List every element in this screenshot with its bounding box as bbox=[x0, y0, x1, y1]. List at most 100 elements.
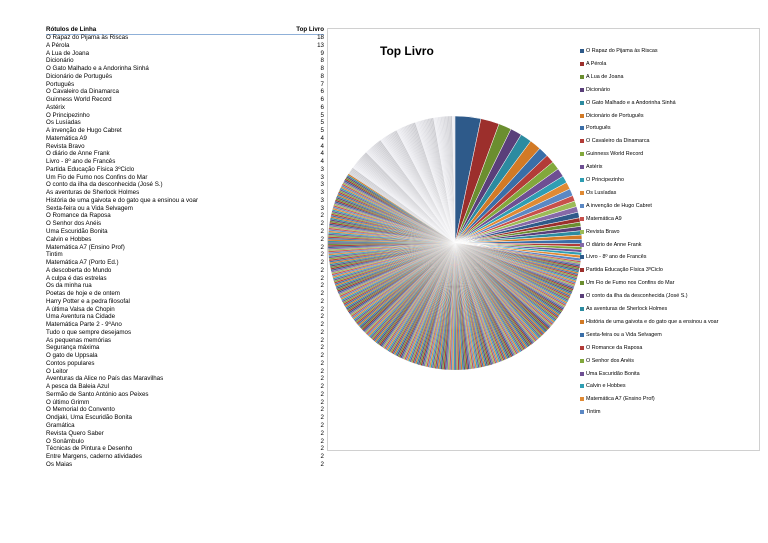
table-row: O conto da ilha da desconhecida (José S.… bbox=[46, 181, 324, 189]
row-label: O conto da ilha da desconhecida (José S.… bbox=[46, 181, 163, 189]
row-value: 2 bbox=[320, 406, 324, 414]
row-value: 2 bbox=[320, 453, 324, 461]
legend-swatch bbox=[580, 113, 584, 118]
table-row: A descoberta do Mundo 2 bbox=[46, 267, 324, 275]
row-value: 5 bbox=[320, 127, 324, 135]
row-value: 2 bbox=[320, 251, 324, 259]
row-label: Calvin e Hobbes bbox=[46, 235, 92, 243]
table-row: Os Maias 2 bbox=[46, 461, 324, 469]
row-value: 2 bbox=[320, 305, 324, 313]
legend-swatch bbox=[580, 229, 584, 234]
table-row: O Rapaz do Pijama às Riscas 18 bbox=[46, 34, 324, 42]
row-label: Entre Margens, caderno atividades bbox=[46, 453, 142, 461]
legend-swatch bbox=[580, 268, 584, 273]
table-row: Contos populares 2 bbox=[46, 360, 324, 368]
row-value: 3 bbox=[320, 189, 324, 197]
row-value: 4 bbox=[320, 134, 324, 142]
row-value: 6 bbox=[320, 96, 324, 104]
legend-swatch bbox=[580, 165, 584, 170]
row-label: A culpa é das estrelas bbox=[46, 274, 107, 282]
table-row: Os Lusíadas 5 bbox=[46, 119, 324, 127]
legend-swatch bbox=[580, 178, 584, 182]
table-row: Dicionário de Português 8 bbox=[46, 73, 324, 81]
row-value: 6 bbox=[320, 103, 324, 111]
row-label: O Romance da Raposa bbox=[46, 212, 111, 220]
legend-label: As aventuras de Sherlock Holmes bbox=[586, 306, 668, 312]
legend-label: O Principezinho bbox=[586, 177, 625, 183]
table-row: O Romance da Raposa 2 bbox=[46, 212, 324, 220]
row-value: 2 bbox=[320, 321, 324, 329]
row-value: 3 bbox=[320, 196, 324, 204]
row-value: 2 bbox=[320, 375, 324, 383]
row-label: Partida Educação Física 3ºCiclo bbox=[46, 165, 135, 173]
row-value: 3 bbox=[320, 173, 324, 181]
legend-label: A Pérola bbox=[586, 60, 607, 67]
row-label: Segurança máxima bbox=[46, 344, 100, 352]
table-row: Gramática 2 bbox=[46, 422, 324, 430]
legend-swatch bbox=[580, 139, 584, 144]
row-label: Dicionário bbox=[46, 57, 74, 65]
row-value: 4 bbox=[320, 142, 324, 150]
legend-swatch bbox=[580, 345, 584, 350]
row-label: O Cavaleiro da Dinamarca bbox=[46, 88, 119, 96]
legend-label: História de uma gaivota e do gato que a … bbox=[586, 318, 719, 325]
row-value: 2 bbox=[320, 422, 324, 429]
row-label: O último Grimm bbox=[46, 398, 90, 406]
table-row: Uma Escuridão Bonita 2 bbox=[46, 228, 324, 236]
table-row: Poetas de hoje e de ontem 2 bbox=[46, 290, 324, 298]
legend-label: O Rapaz do Pijama às Riscas bbox=[586, 48, 658, 54]
table-row: O Sonâmbulo 2 bbox=[46, 438, 324, 446]
row-label: O Memorial do Convento bbox=[46, 406, 115, 414]
row-value: 2 bbox=[320, 220, 324, 228]
table-row: História de uma gaivota e do gato que a … bbox=[46, 197, 324, 205]
legend-swatch bbox=[580, 384, 584, 389]
legend-label: A Lua de Joana bbox=[586, 73, 624, 80]
legend-swatch bbox=[580, 61, 584, 66]
row-value: 7 bbox=[320, 80, 324, 88]
row-label: Sexta-feira ou a Vida Selvagem bbox=[46, 204, 133, 212]
table-row: Harry Potter e a pedra filosofal 2 bbox=[46, 298, 324, 306]
table-row: Livro - 8º ano de Francês 4 bbox=[46, 158, 324, 166]
legend-label: O diário de Anne Frank bbox=[586, 241, 642, 248]
row-label: Os Lusíadas bbox=[46, 119, 81, 127]
row-label: Livro - 8º ano de Francês bbox=[46, 158, 116, 166]
row-label: História de uma gaivota e do gato que a … bbox=[46, 196, 199, 204]
row-label: Astérix bbox=[46, 103, 65, 111]
legend-label: Sexta-feira ou a Vida Selvagem bbox=[586, 331, 662, 338]
row-value: 2 bbox=[320, 274, 324, 282]
row-value: 2 bbox=[320, 445, 324, 453]
row-label: Revista Bravo bbox=[46, 142, 85, 150]
row-value: 2 bbox=[320, 235, 324, 243]
row-label: A última Valsa de Chopin bbox=[46, 305, 115, 313]
legend-swatch bbox=[580, 126, 584, 131]
row-label: Ondjaki, Uma Escuridão Bonita bbox=[46, 414, 132, 422]
table-row: Aventuras da Alice no País das Maravilha… bbox=[46, 375, 324, 383]
header-value: Top Livro bbox=[296, 26, 324, 33]
row-label: O diário de Anne Frank bbox=[46, 150, 110, 158]
row-label: O Leitor bbox=[46, 367, 69, 375]
row-value: 2 bbox=[320, 212, 324, 220]
table-row: Sermão de Santo António aos Peixes 2 bbox=[46, 391, 324, 399]
legend-label: Dicionário de Português bbox=[586, 112, 644, 119]
table-row: Astérix 6 bbox=[46, 104, 324, 112]
table-row: O Cavaleiro da Dinamarca 6 bbox=[46, 88, 324, 96]
legend-label: Matemática A9 bbox=[586, 215, 622, 222]
row-label: Matemática A7 (Porto Ed.) bbox=[46, 259, 119, 267]
table-row: Os da minha rua 2 bbox=[46, 282, 324, 290]
row-value: 2 bbox=[320, 367, 324, 375]
table-row: O Principezinho 5 bbox=[46, 112, 324, 120]
row-label: O Gato Malhado e a Andorinha Sinhá bbox=[46, 65, 149, 73]
legend-label: Partida Educação Física 3ºCiclo bbox=[586, 267, 663, 274]
row-value: 2 bbox=[320, 259, 324, 267]
row-label: A Lua de Joana bbox=[46, 49, 90, 57]
row-value: 3 bbox=[320, 165, 324, 173]
table-row: Segurança máxima 2 bbox=[46, 344, 324, 352]
legend-swatch bbox=[580, 190, 584, 195]
chart-title: Top Livro bbox=[380, 44, 434, 58]
legend-swatch bbox=[580, 281, 584, 286]
row-value: 2 bbox=[320, 282, 324, 290]
row-label: Tintim bbox=[46, 251, 63, 259]
table-row: O último Grimm 2 bbox=[46, 399, 324, 407]
row-label: Revista Quero Saber bbox=[46, 429, 104, 437]
